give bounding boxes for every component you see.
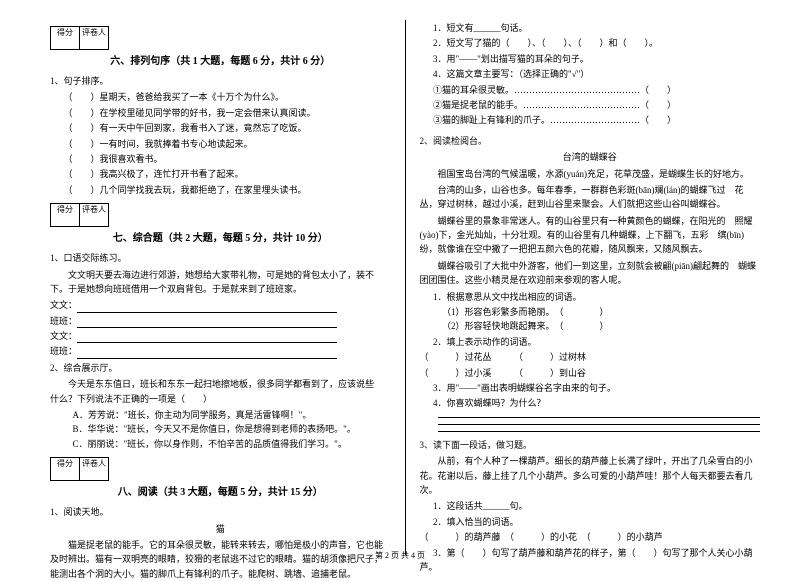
q8-2: 2、阅读检阅台。 — [420, 134, 761, 148]
rq4: 4．你喜欢蝴蝶吗？为什么？ — [420, 396, 761, 410]
r4a: ①猫的耳朵很灵敏。……………………………………（ ） — [420, 83, 761, 97]
rq1b: （2）形容轻快地跳起舞来。 （ ） — [442, 319, 760, 333]
item: （ ）几个同学找我去玩，我都拒绝了，在家里埋头读书。 — [50, 183, 391, 197]
answer-line[interactable] — [438, 431, 761, 432]
rq2d: （ ）到山谷 — [519, 368, 587, 378]
column-divider — [405, 20, 406, 555]
p4: 蝴蝶谷吸引了大批中外游客，他们一到这里，立刻就会被翩(piān)翩起舞的 蝴蝶团… — [420, 259, 761, 288]
r2: 2．短文写了猫的（ ）、（ ）、（ ）和（ ）。 — [420, 36, 761, 50]
answer-line[interactable] — [438, 424, 761, 425]
q7-1: 1、口语交际练习。 — [50, 251, 391, 265]
section-6-title: 六、排列句序（共 1 大题，每题 6 分，共计 6 分） — [50, 54, 391, 70]
q7-1-text: 文文明天要去海边进行郊游，她想给大家带礼物，可是她的背包太小了，装不下。于是她想… — [50, 268, 391, 297]
item: （ ）一有时间，我就捧着书专心地读起来。 — [50, 137, 391, 151]
score-box-8: 得分 评卷人 — [50, 457, 391, 481]
footer: 第 2 页 共 4 页 — [0, 550, 800, 561]
rq1: 1．根据意思从文中找出相应的词语。 — [420, 290, 761, 304]
grader-label: 评卷人 — [80, 204, 108, 215]
speaker: 文文： — [50, 300, 77, 310]
q8-3: 3、读下面一段话，做习题。 — [420, 438, 761, 452]
section-8-title: 八、阅读（共 3 大题，每题 5 分，共计 15 分） — [50, 485, 391, 501]
score-box-6: 得分 评卷人 — [50, 26, 391, 50]
r1: 1．短文有______句话。 — [420, 21, 761, 35]
speaker: 班班： — [50, 346, 77, 356]
q6-1: 1、句子排序。 — [50, 74, 391, 88]
q3-text: 从前，有个人种了一棵葫芦。细长的葫芦藤上长满了绿叶，开出了几朵雪白的小花。花谢以… — [420, 454, 761, 497]
rq3: 3．用"——"画出表明蝴蝶谷名字由来的句子。 — [420, 381, 761, 395]
passage-title-cat: 猫 — [50, 522, 391, 536]
q3-2: 2．填入恰当的词语。 — [420, 515, 761, 529]
q7-2-text: 今天是东东值日，班长和东东一起扫地擦地板，很多同学都看到了，应该说些 什么？下列… — [50, 377, 391, 406]
q8-1: 1、阅读天地。 — [50, 505, 391, 519]
q3-2c: （ ）的小葫芦 — [586, 532, 663, 542]
item: （ ）有一天中午回到家，我看书入了迷，竟然忘了吃饭。 — [50, 121, 391, 135]
item: （ ）在学校里碰见同学带的好书，我一定会借来认真阅读。 — [50, 106, 391, 120]
opt-c: C．丽丽说："班长，你以身作则，不怕辛苦的品质值得我们学习。"。 — [73, 437, 391, 451]
r4c: ③猫的脚趾上有锋利的爪子。…………………………（ ） — [420, 113, 761, 127]
q3-2a: （ ）的葫芦藤 — [420, 532, 501, 542]
p1: 祖国宝岛台湾的气候温暖，水源(yuán)充足，花草茂盛，是蝴蝶生长的好地方。 — [420, 167, 761, 181]
rq2: 2．填上表示动作的词语。 — [420, 335, 761, 349]
passage-title-tw: 台湾的蝴蝶谷 — [420, 150, 761, 164]
rq2c: （ ）过小溪 — [420, 368, 492, 378]
answer-line[interactable] — [77, 302, 337, 313]
item: （ ）我高兴极了，连忙打开书看了起来。 — [50, 167, 391, 181]
q3-2b: （ ）的小花 — [510, 532, 578, 542]
answer-line[interactable] — [77, 332, 337, 343]
p3: 蝴蝶谷里的景象非常迷人。有的山谷里只有一种黄颜色的蝴蝶，在阳光的 照耀(yào)… — [420, 214, 761, 257]
r4: 4．这篇文章主要写：（选择正确的"√"） — [420, 67, 761, 81]
score-box-7: 得分 评卷人 — [50, 203, 391, 227]
score-label: 得分 — [51, 458, 79, 469]
opt-a: A．芳芳说："班长，你主动为同学服务，真是活雷锋啊！"。 — [73, 408, 391, 422]
q3-1: 1．这段话共______句。 — [420, 499, 761, 513]
r3: 3．用"——"划出描写猫的耳朵的句子。 — [420, 52, 761, 66]
speaker: 班班： — [50, 316, 77, 326]
r4b: ②猫是捉老鼠的能手。…………………………………（ ） — [420, 98, 761, 112]
opt-b: B．华华说："班长，今天又不是你值日，你是想得到老师的表扬吧。"。 — [73, 422, 391, 436]
p2: 台湾的山多，山谷也多。每年春季，一群群色彩斑(bān)斓(lán)的蝴蝶飞过 花… — [420, 183, 761, 212]
rq1a: （1）形容色彩繁多而艳丽。 （ ） — [442, 305, 760, 319]
score-label: 得分 — [51, 204, 79, 215]
item: （ ）星期天，爸爸给我买了一本《十万个为什么》。 — [50, 90, 391, 104]
answer-line[interactable] — [438, 417, 761, 418]
rq2b: （ ）过树林 — [519, 352, 587, 362]
score-label: 得分 — [51, 27, 79, 38]
grader-label: 评卷人 — [80, 458, 108, 469]
q7-2: 2、综合展示厅。 — [50, 361, 391, 375]
answer-line[interactable] — [77, 348, 337, 359]
rq2a: （ ）过花丛 — [420, 352, 492, 362]
item: （ ）我很喜欢看书。 — [50, 152, 391, 166]
answer-line[interactable] — [77, 317, 337, 328]
section-7-title: 七、综合题（共 2 大题，每题 5 分，共计 10 分） — [50, 231, 391, 247]
speaker: 文文： — [50, 331, 77, 341]
grader-label: 评卷人 — [80, 27, 108, 38]
